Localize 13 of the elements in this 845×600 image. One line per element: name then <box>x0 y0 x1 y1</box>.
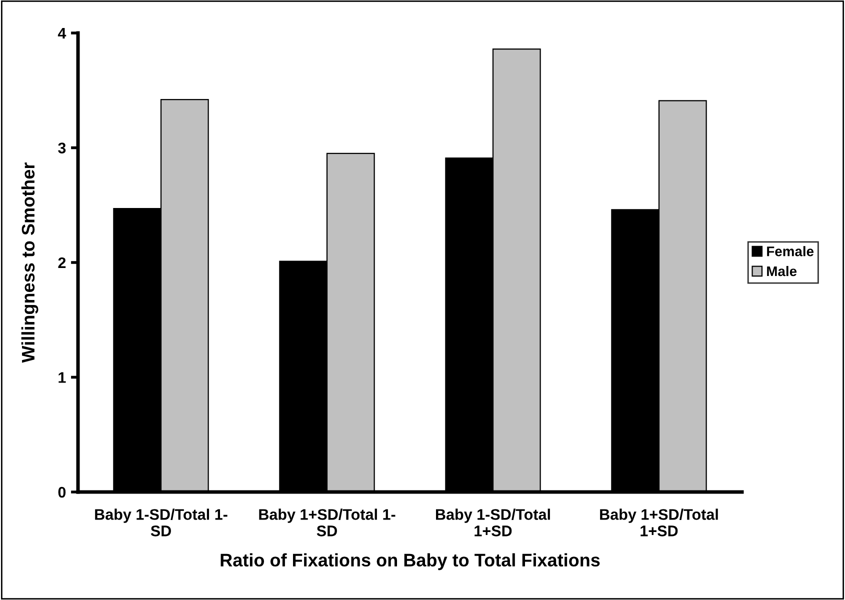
x-tick-label: Baby 1+SD/Total 1- SD <box>259 508 396 536</box>
x-axis-title: Ratio of Fixations on Baby to Total Fixations <box>220 553 600 570</box>
legend-label: Male <box>767 266 797 276</box>
x-tick-label: Baby 1-SD/Total 1+SD <box>436 508 550 536</box>
legend-label: Female <box>767 246 814 256</box>
y-tick-label: 3 <box>58 142 66 154</box>
x-tick-label: Baby 1+SD/Total 1+SD <box>600 508 718 536</box>
y-tick-label: 0 <box>58 486 66 498</box>
y-axis-title: Willingness to Smother <box>21 162 38 363</box>
x-tick-label: Baby 1-SD/Total 1- SD <box>95 508 228 536</box>
y-tick-label: 2 <box>58 257 66 268</box>
y-tick-label: 1 <box>58 372 66 383</box>
y-tick-label: 4 <box>58 28 66 39</box>
